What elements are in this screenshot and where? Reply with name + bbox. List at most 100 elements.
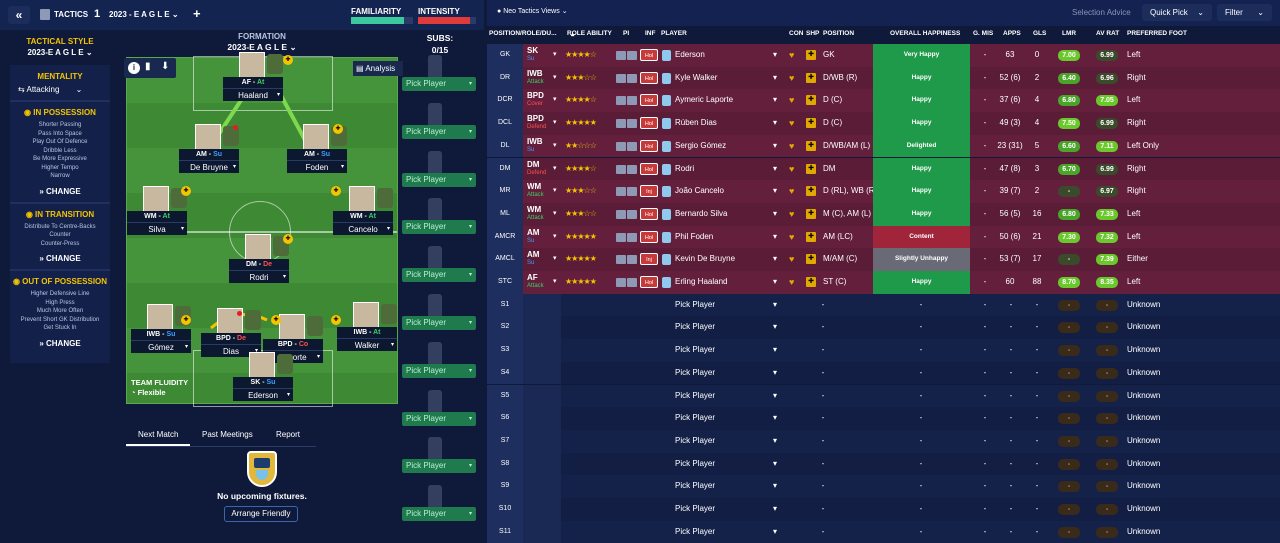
sub-table-row[interactable]: S11 Pick Player ▾ - - - - - - - Unknown	[487, 520, 1280, 543]
player-name-dropdown[interactable]: Foden ▾	[287, 160, 347, 173]
sub-pick-player-dropdown[interactable]: Pick Player ▾	[402, 220, 476, 235]
in-transition-change-button[interactable]: » CHANGE	[39, 254, 81, 263]
tactics-label[interactable]: TACTICS	[54, 10, 89, 19]
row-player-dropdown[interactable]: Phil Foden	[675, 226, 713, 249]
player-role-duty[interactable]: IWB - Su	[131, 329, 191, 340]
row-role-dropdown[interactable]: SK Su ▾	[523, 44, 561, 67]
table-row[interactable]: DM DM Defend ▾ ★★★★☆ Hol Rodri ▾ ♥ ✚ DM Happy -47 (8…	[487, 157, 1280, 181]
player-role-duty[interactable]: WM - At	[333, 211, 393, 222]
table-row[interactable]: AMCL AM Su ▾ ★★★★★ Inj Kevin De Bruyne ▾ ♥ ✚ M/AM …	[487, 248, 1280, 271]
sub-table-row[interactable]: S10 Pick Player ▾ - - - - - - - Unknown	[487, 498, 1280, 521]
player-role-duty[interactable]: DM - De	[229, 259, 289, 270]
pitch-player-card[interactable]: AM - Su De Bruyne ▾	[179, 124, 239, 179]
player-instructions-icon[interactable]	[616, 255, 626, 265]
pitch-player-card[interactable]: SK - Su Ederson ▾	[233, 352, 293, 407]
quick-pick-dropdown[interactable]: Quick Pick ⌄	[1142, 4, 1212, 21]
player-instructions-icon[interactable]	[616, 119, 626, 129]
col-position-role-duty[interactable]: POSITION/ROLE/DU...	[489, 30, 557, 37]
sub-row-pick-player[interactable]: Pick Player	[675, 521, 715, 543]
analysis-button[interactable]: ▤ Analysis	[353, 61, 403, 76]
col-con[interactable]: CON	[789, 30, 804, 37]
chevron-down-icon[interactable]: ▾	[773, 163, 778, 173]
player-instructions-icon[interactable]	[627, 187, 637, 197]
pitch-player-card[interactable]: WM - At Cancelo ▾	[333, 186, 393, 241]
row-player-dropdown[interactable]: João Cancelo	[675, 180, 724, 203]
selection-advice-button[interactable]: Selection Advice	[1072, 8, 1131, 17]
chevron-down-icon[interactable]: ▾	[773, 95, 778, 105]
player-instructions-icon[interactable]	[627, 119, 637, 129]
player-name-dropdown[interactable]: Silva ▾	[127, 222, 187, 235]
player-instructions-icon[interactable]	[627, 51, 637, 60]
views-dropdown[interactable]: ● Neo Tactics Views ⌄	[497, 7, 568, 15]
player-instructions-icon[interactable]	[616, 278, 626, 287]
row-player-dropdown[interactable]: Kevin De Bruyne	[675, 248, 735, 271]
col-position[interactable]: POSITION	[823, 30, 855, 37]
pitch-player-card[interactable]: AM - Su Foden ▾	[287, 124, 347, 179]
chevron-down-icon[interactable]: ▾	[773, 367, 778, 377]
table-row[interactable]: DL IWB Su ▾ ★★☆☆☆ Hol Sergio Gómez ▾ ♥ ✚ D/WB/AM (…	[487, 134, 1280, 158]
player-role-duty[interactable]: AF - At	[223, 77, 283, 88]
tab-report[interactable]: Report	[276, 430, 301, 439]
col-preferred-foot[interactable]: PREFERRED FOOT	[1127, 30, 1187, 37]
sub-table-row[interactable]: S3 Pick Player ▾ - - - - - - - Unknown	[487, 339, 1280, 362]
player-name-dropdown[interactable]: De Bruyne ▾	[179, 160, 239, 173]
player-name-dropdown[interactable]: Ederson ▾	[233, 388, 293, 401]
chevron-down-icon[interactable]: ▾	[773, 50, 778, 59]
tactics-pitch[interactable]: i ▮ ⬇ ▤ Analysis TEAM FLUIDITY ◔ Flexibl…	[124, 52, 403, 407]
table-row[interactable]: STC AF Attack ▾ ★★★★★ Hol Erling Haaland ▾ ♥ ✚ ST …	[487, 271, 1280, 294]
intensity-bar[interactable]	[418, 17, 476, 24]
player-instructions-icon[interactable]	[616, 141, 626, 151]
row-player-dropdown[interactable]: Aymeric Laporte	[675, 89, 733, 112]
row-player-dropdown[interactable]: Kyle Walker	[675, 67, 717, 90]
player-instructions-icon[interactable]	[627, 278, 637, 287]
player-instructions-icon[interactable]	[616, 96, 626, 106]
col-apps[interactable]: APPS	[1003, 30, 1021, 37]
row-role-dropdown[interactable]: WM Attack ▾	[523, 203, 561, 226]
info-icon[interactable]: i	[128, 62, 140, 74]
tactical-style-dropdown[interactable]: 2023-E A G L E ⌄	[10, 48, 110, 57]
out-of-possession-change-button[interactable]: » CHANGE	[39, 338, 81, 348]
table-row[interactable]: DCL BPD Defend ▾ ★★★★★ Hol Rúben Dias ▾ ♥ ✚ D (C) H…	[487, 112, 1280, 135]
player-instructions-icon[interactable]	[616, 209, 626, 219]
sub-table-row[interactable]: S2 Pick Player ▾ - - - - - - - Unknown	[487, 316, 1280, 340]
row-player-dropdown[interactable]: Rúben Dias	[675, 112, 717, 135]
player-instructions-icon[interactable]	[627, 255, 637, 265]
sub-row-pick-player[interactable]: Pick Player	[675, 430, 715, 453]
sub-pick-player-dropdown[interactable]: Pick Player ▾	[402, 411, 476, 426]
table-row[interactable]: DCR BPD Cover ▾ ★★★★☆ Hol Aymeric Laporte ▾ ♥ ✚ D …	[487, 89, 1280, 113]
chevron-down-icon[interactable]: ▾	[773, 299, 778, 309]
col-overall-happiness[interactable]: OVERALL HAPPINESS	[890, 30, 961, 37]
sub-row-pick-player[interactable]: Pick Player	[675, 339, 715, 362]
row-player-dropdown[interactable]: Rodri	[675, 158, 694, 181]
pitch-player-card[interactable]: IWB - Su Gómez ▾	[131, 304, 191, 359]
player-role-duty[interactable]: BPD - De	[201, 333, 261, 344]
chevron-down-icon[interactable]: ▾	[773, 435, 778, 445]
sub-pick-player-dropdown[interactable]: Pick Player ▾	[402, 124, 476, 139]
col-pi[interactable]: PI	[623, 30, 630, 37]
chevron-down-icon[interactable]: ▾	[773, 458, 778, 468]
sub-pick-player-dropdown[interactable]: Pick Player ▾	[402, 77, 476, 91]
chevron-down-icon[interactable]: ▾	[773, 277, 778, 286]
col-average-rating[interactable]: AV RAT	[1096, 30, 1120, 37]
sub-table-row[interactable]: S9 Pick Player ▾ - - - - - - - Unknown	[487, 475, 1280, 498]
row-role-dropdown[interactable]: AF Attack ▾	[523, 271, 561, 294]
sub-table-row[interactable]: S4 Pick Player ▾ - - - - - - - Unknown	[487, 361, 1280, 385]
player-role-duty[interactable]: WM - At	[127, 211, 187, 222]
chevron-down-icon[interactable]: ▾	[773, 413, 778, 423]
player-instructions-icon[interactable]	[616, 73, 626, 83]
player-instructions-icon[interactable]	[616, 51, 626, 60]
row-player-dropdown[interactable]: Bernardo Silva	[675, 203, 727, 226]
player-instructions-icon[interactable]	[616, 187, 626, 197]
sub-pick-player-dropdown[interactable]: Pick Player ▾	[402, 507, 476, 522]
arrange-friendly-button[interactable]: Arrange Friendly	[224, 506, 298, 522]
sub-row-pick-player[interactable]: Pick Player	[675, 407, 715, 430]
chevron-down-icon[interactable]: ▾	[773, 208, 778, 218]
sub-row-pick-player[interactable]: Pick Player	[675, 316, 715, 339]
chevron-down-icon[interactable]: ▾	[773, 118, 778, 128]
chevron-down-icon[interactable]: ▾	[773, 140, 778, 150]
row-role-dropdown[interactable]: AM Su ▾	[523, 248, 561, 271]
player-instructions-icon[interactable]	[627, 96, 637, 106]
filter-dropdown[interactable]: Filter ⌄	[1217, 4, 1272, 21]
sub-pick-player-dropdown[interactable]: Pick Player ▾	[402, 172, 476, 187]
chevron-down-icon[interactable]: ▾	[773, 231, 778, 241]
